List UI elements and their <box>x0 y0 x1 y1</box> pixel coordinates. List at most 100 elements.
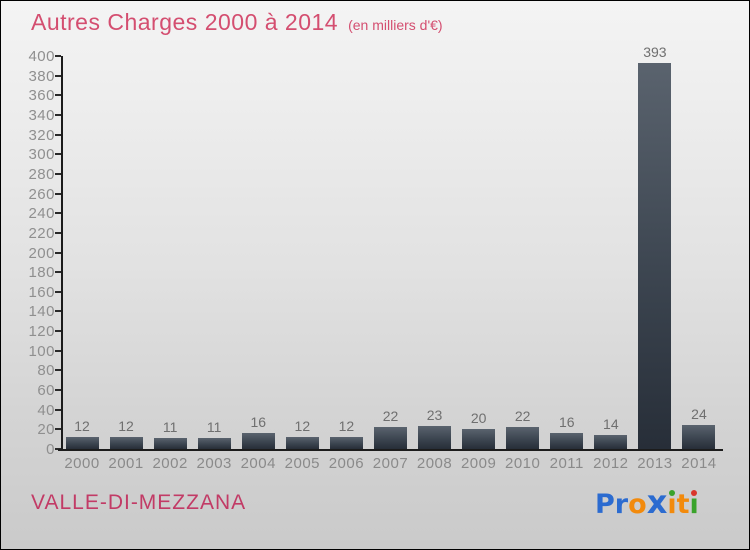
y-axis-tick-label: 120 <box>28 323 55 341</box>
bar-2003 <box>197 438 231 449</box>
logo-letter: P <box>595 489 615 520</box>
y-axis-tick-label: 0 <box>46 441 55 458</box>
y-axis-tick-label: 100 <box>28 342 55 360</box>
bar-value-label: 14 <box>603 416 619 432</box>
bar-2000 <box>65 437 99 449</box>
logo-letter: ı <box>667 489 677 520</box>
y-axis-tick <box>55 349 61 352</box>
bar-2004 <box>241 433 275 449</box>
bar-2007 <box>373 427 407 449</box>
y-axis-tick <box>55 310 61 313</box>
x-axis-tick-label: 2011 <box>549 455 584 472</box>
y-axis-tick <box>55 231 61 234</box>
bar-value-label: 22 <box>514 408 531 424</box>
y-axis-tick-label: 40 <box>37 401 55 419</box>
bar-2013 <box>638 63 672 449</box>
logo-letter-dot <box>691 490 698 496</box>
y-axis-tick-label: 340 <box>28 106 55 124</box>
bar-2006 <box>329 437 363 449</box>
y-axis-tick <box>55 94 61 97</box>
x-axis-tick-label: 2012 <box>593 455 629 472</box>
bar-2014 <box>682 425 716 449</box>
bar-2008 <box>418 426 452 449</box>
bar-value-label: 393 <box>643 44 667 60</box>
y-axis-tick-label: 400 <box>28 48 55 65</box>
x-axis-tick-label: 2004 <box>240 455 276 472</box>
logo-letter: o <box>628 489 647 520</box>
chart-title: Autres Charges 2000 à 2014 <box>31 9 339 35</box>
bar-value-label: 23 <box>426 407 443 423</box>
bar-value-label: 16 <box>250 414 267 430</box>
bar-value-label: 11 <box>206 419 222 435</box>
bar-value-label: 12 <box>74 418 90 434</box>
y-axis-tick <box>55 408 61 411</box>
x-axis-tick-label: 2005 <box>284 455 321 472</box>
chart-header: Autres Charges 2000 à 2014 (en milliers d… <box>31 9 443 36</box>
bar-value-label: 11 <box>162 419 178 435</box>
bar-value-label: 22 <box>382 408 399 424</box>
bar-value-label: 20 <box>470 410 487 426</box>
y-axis-tick-label: 80 <box>37 362 55 380</box>
y-axis-tick <box>55 192 61 195</box>
y-axis-tick-label: 200 <box>28 244 55 262</box>
bar-2009 <box>462 429 496 449</box>
y-axis-tick <box>55 330 61 333</box>
y-axis-tick-label: 260 <box>28 185 55 203</box>
x-axis-tick-label: 2001 <box>108 455 144 472</box>
bar-2002 <box>153 438 187 449</box>
y-axis-tick <box>55 113 61 116</box>
y-axis-tick <box>55 74 61 77</box>
y-axis-tick-label: 240 <box>28 205 55 223</box>
bar-2010 <box>506 427 540 449</box>
y-axis-tick <box>55 55 61 57</box>
bar-value-label: 16 <box>558 414 575 430</box>
bar-value-label: 12 <box>294 418 311 434</box>
bar-2005 <box>285 437 319 449</box>
x-axis-tick-label: 2010 <box>505 455 541 472</box>
x-axis-tick-label: 2002 <box>152 455 188 472</box>
y-axis-tick-label: 160 <box>28 283 55 301</box>
bar-value-label: 24 <box>691 406 707 422</box>
y-axis-tick-label: 380 <box>28 67 55 85</box>
x-axis-tick-label: 2006 <box>328 455 365 472</box>
x-axis-line <box>58 449 723 451</box>
location-label: VALLE-DI-MEZZANA <box>31 491 247 514</box>
x-axis-tick-label: 2013 <box>637 455 673 472</box>
y-axis-tick <box>55 389 61 392</box>
y-axis-tick-label: 360 <box>28 87 55 105</box>
y-axis-tick <box>55 271 61 274</box>
logo-letter: ı <box>689 489 699 520</box>
proxiti-logo: Proxı tı <box>595 485 699 522</box>
logo-letter: r <box>614 489 629 520</box>
y-axis-tick <box>55 369 61 372</box>
x-axis-tick-label: 2007 <box>372 455 409 472</box>
y-axis-tick-label: 20 <box>37 421 55 439</box>
x-axis-tick-label: 2009 <box>460 455 497 472</box>
y-axis-tick <box>55 172 61 175</box>
bar-value-label: 12 <box>118 418 134 434</box>
y-axis-tick-label: 140 <box>28 303 55 321</box>
bar-2011 <box>550 433 584 449</box>
logo-letter-dot <box>668 490 675 496</box>
logo-letter: t <box>676 489 690 520</box>
bar-2012 <box>594 435 628 449</box>
y-axis-tick-label: 300 <box>28 146 55 164</box>
x-axis-tick-label: 2014 <box>681 455 717 472</box>
y-axis-tick <box>55 133 61 136</box>
y-axis-tick <box>55 212 61 215</box>
x-axis-tick-label: 2000 <box>64 455 100 472</box>
chart-subtitle: (en milliers d'€) <box>348 17 443 33</box>
y-axis-tick-label: 180 <box>28 264 55 282</box>
y-axis-tick-label: 320 <box>28 126 55 144</box>
y-axis-tick-label: 220 <box>28 224 55 242</box>
y-axis-tick <box>55 251 61 254</box>
y-axis-line <box>61 56 63 451</box>
x-axis-tick-label: 2003 <box>196 455 232 472</box>
y-axis-tick <box>55 428 61 431</box>
y-axis-tick-label: 60 <box>37 382 55 400</box>
y-axis-tick <box>55 153 61 156</box>
bar-2001 <box>109 437 143 449</box>
logo-letter: x <box>646 483 668 521</box>
